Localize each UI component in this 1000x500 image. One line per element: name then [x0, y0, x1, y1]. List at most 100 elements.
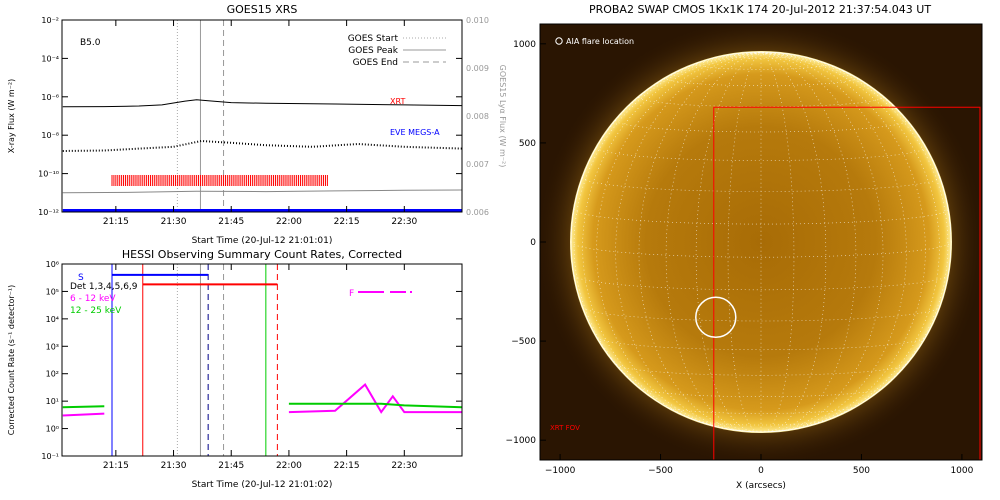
y2-tick-label: 0.006	[466, 208, 489, 217]
goes-class-label: B5.0	[80, 38, 101, 48]
y-tick-label: 10⁵	[46, 287, 59, 296]
goes-axes: 21:15 21:30 21:45 22:00 22:15 22:30 10⁻² 10⁻⁴ 10…	[38, 16, 489, 227]
hessi-plot-area	[62, 264, 462, 456]
x-tick-label: 21:15	[103, 217, 129, 227]
swap-x-tick-label: 1000	[950, 466, 973, 476]
x-tick-label: 22:15	[334, 217, 360, 227]
x-tick-label: 21:30	[161, 461, 187, 471]
hessi-frame	[61, 263, 463, 457]
hessi-ylabel: Corrected Count Rate (s⁻¹ detector⁻¹)	[7, 285, 16, 436]
grid-latitude	[616, 364, 906, 376]
legend-12-25: 12 - 25 keV	[70, 306, 122, 316]
goes-curve	[62, 189, 462, 194]
legend-flare-text: AIA flare location	[566, 37, 634, 46]
y-tick-label: 10⁻⁶	[41, 93, 59, 102]
legend-goes-end: GOES End	[353, 58, 398, 68]
goes-title: GOES15 XRS	[227, 3, 298, 16]
y-tick-label: 10²	[46, 370, 59, 379]
hessi-f-indicator: F	[349, 289, 412, 299]
x-tick-label: 22:30	[391, 217, 417, 227]
swap-y-tick-label: 1000	[513, 40, 536, 50]
hessi-axes: 21:15 21:30 21:45 22:00 22:15 22:30 10⁶ 10⁵ 10⁴ 1…	[41, 260, 462, 471]
swap-x-tick-label: 0	[758, 466, 764, 476]
legend-eve: EVE MEGS-A	[390, 128, 440, 137]
grid-longitude	[665, 52, 762, 432]
limb-circle	[570, 51, 952, 433]
swap-panel: PROBA2 SWAP CMOS 1Kx1K 174 20-Jul-2012 2…	[506, 3, 983, 491]
grid-longitude	[638, 52, 762, 432]
grid-latitude	[582, 307, 940, 322]
y2-tick-label: 0.010	[466, 16, 489, 25]
y-tick-label: 10⁻¹²	[38, 208, 59, 217]
hessi-panel: HESSI Observing Summary Count Rates, Cor…	[7, 248, 463, 490]
hessi-detectors: Det 1,3,4,5,6,9	[70, 282, 138, 292]
xrt-fov-box	[713, 106, 981, 460]
grid-latitude	[596, 147, 926, 161]
goes-curve	[62, 99, 462, 108]
hessi-series	[62, 383, 462, 417]
legend-6-12: 6 - 12 keV	[70, 294, 116, 304]
hessi-s-marker: S	[78, 273, 84, 283]
x-tick-label: 22:30	[391, 461, 417, 471]
goes-legend: GOES Start GOES Peak GOES End	[348, 34, 446, 68]
heliographic-grid	[570, 52, 952, 433]
y-tick-label: 10⁻¹⁰	[38, 170, 59, 179]
xrt-fov-label: XRT FOV	[550, 424, 580, 432]
hessi-xlabel: Start Time (20-Jul-12 21:01:02)	[192, 480, 333, 490]
grid-longitude	[760, 52, 827, 432]
x-tick-label: 21:15	[103, 461, 129, 471]
hessi-title: HESSI Observing Summary Count Rates, Cor…	[122, 248, 402, 261]
swap-x-tick-label: −1000	[545, 466, 576, 476]
y-tick-label: 10⁻²	[41, 16, 59, 25]
y2-tick-label: 0.007	[466, 160, 489, 169]
y-tick-label: 10¹	[46, 397, 59, 406]
y-tick-label: 10⁻¹	[41, 452, 59, 461]
legend-xrt: XRT	[390, 97, 405, 106]
grid-longitude	[760, 52, 884, 432]
swap-y-tick-label: −500	[511, 337, 536, 347]
grid-longitude	[760, 52, 857, 432]
y2-tick-label: 0.008	[466, 112, 489, 121]
aia-flare-location-circle	[695, 296, 737, 339]
swap-axes: −1000 −500 0 500 1000 1000 500 0 −500 −1000	[506, 40, 974, 476]
grid-latitude	[698, 420, 824, 426]
goes-ylabel: X-ray Flux (W m⁻²)	[7, 79, 16, 154]
swap-xlabel: X (arcsecs)	[736, 481, 786, 491]
swap-x-tick-label: −500	[648, 466, 673, 476]
y-tick-label: 10⁶	[46, 260, 59, 269]
legend-goes-peak: GOES Peak	[348, 46, 398, 56]
x-tick-label: 22:15	[334, 461, 360, 471]
legend-flare-icon	[555, 37, 563, 45]
goes-plot-area	[62, 20, 462, 212]
y-tick-label: 10⁰	[46, 425, 59, 434]
swap-y-tick-label: 500	[519, 139, 536, 149]
swap-x-tick-label: 500	[853, 466, 870, 476]
grid-longitude	[695, 52, 762, 432]
hessi-f-marker: F	[349, 289, 354, 299]
x-tick-label: 22:00	[276, 217, 302, 227]
grid-latitude	[615, 120, 907, 133]
grid-latitude	[727, 55, 795, 59]
y-tick-label: 10⁴	[46, 315, 59, 324]
goes-y2label: GOES15 Lyα Flux (W m⁻²)	[498, 65, 507, 168]
grid-longitude	[582, 52, 762, 427]
y2-tick-label: 0.009	[466, 64, 489, 73]
x-tick-label: 21:30	[161, 217, 187, 227]
grid-longitude	[760, 52, 952, 243]
swap-y-tick-label: 0	[530, 238, 536, 248]
x-tick-label: 21:45	[218, 461, 244, 471]
x-tick-label: 21:45	[218, 217, 244, 227]
goes-curve	[62, 139, 462, 152]
grid-longitude	[570, 52, 762, 243]
grid-latitude	[570, 241, 952, 258]
y-tick-label: 10⁻⁴	[41, 54, 59, 63]
y-tick-label: 10⁻⁸	[41, 131, 59, 140]
hessi-series	[62, 402, 462, 409]
x-tick-label: 22:00	[276, 461, 302, 471]
y-tick-label: 10³	[46, 342, 59, 351]
grid-longitude	[760, 52, 940, 427]
sun-disk	[570, 51, 952, 433]
grid-latitude	[639, 387, 883, 397]
swap-title: PROBA2 SWAP CMOS 1Kx1K 174 20-Jul-2012 2…	[589, 3, 931, 16]
